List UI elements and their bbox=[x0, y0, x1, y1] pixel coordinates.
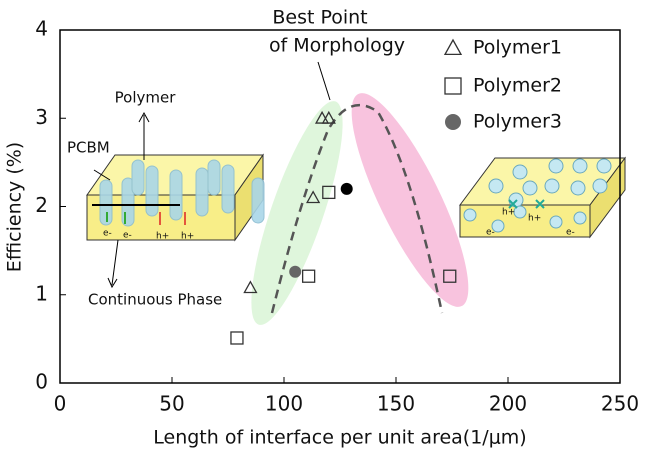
pointer bbox=[317, 61, 331, 101]
x-tick-label: 200 bbox=[489, 392, 527, 416]
triangle-marker bbox=[243, 280, 258, 294]
y-axis-label: Efficiency (%) bbox=[4, 142, 26, 272]
inset-label: h+ bbox=[502, 208, 515, 218]
inset-label: e- bbox=[566, 228, 575, 238]
triangle-marker bbox=[321, 110, 336, 124]
annotation: Best Point bbox=[272, 7, 367, 29]
inset-label: h+ bbox=[528, 214, 541, 224]
triangle-marker bbox=[306, 190, 321, 204]
highlight-ellipse bbox=[251, 101, 343, 325]
circle-marker bbox=[289, 265, 302, 278]
legend-label: Polymer3 bbox=[473, 111, 562, 133]
inset-label: h+ bbox=[181, 232, 194, 242]
inset-label: e- bbox=[123, 231, 132, 241]
trend-curve bbox=[270, 103, 444, 314]
right-inset bbox=[459, 156, 626, 239]
left-inset bbox=[86, 111, 265, 289]
annotation: PCBM bbox=[67, 139, 110, 157]
x-tick-label: 50 bbox=[159, 392, 184, 416]
y-tick-label: 2 bbox=[35, 193, 48, 217]
annotation: Continuous Phase bbox=[88, 291, 222, 309]
square-marker bbox=[301, 269, 316, 283]
annotation: Polymer bbox=[115, 89, 177, 107]
highlight-ellipse bbox=[351, 93, 469, 307]
x-axis-label: Length of interface per unit area(1/μm) bbox=[153, 427, 526, 449]
square-marker bbox=[230, 331, 244, 345]
legend-label: Polymer2 bbox=[473, 75, 562, 97]
legend-marker bbox=[445, 114, 461, 130]
x-tick-label: 150 bbox=[377, 392, 415, 416]
x-tick-label: 250 bbox=[601, 392, 639, 416]
square-marker bbox=[322, 185, 336, 200]
inset-label: e- bbox=[103, 229, 112, 239]
y-tick-label: 1 bbox=[35, 281, 48, 305]
y-tick-label: 0 bbox=[35, 370, 48, 394]
inset-label: h+ bbox=[156, 232, 169, 242]
x-tick-label: 0 bbox=[54, 392, 67, 416]
square-marker bbox=[443, 269, 457, 283]
legend-label: Polymer1 bbox=[473, 37, 562, 59]
annotation: of Morphology bbox=[269, 35, 405, 57]
y-tick-label: 3 bbox=[35, 105, 48, 129]
inset-label: e- bbox=[486, 228, 495, 238]
y-tick-label: 4 bbox=[35, 17, 48, 41]
circle-marker bbox=[340, 182, 353, 195]
x-tick-label: 100 bbox=[265, 392, 303, 416]
legend-marker bbox=[443, 38, 463, 56]
legend-marker bbox=[444, 77, 462, 95]
